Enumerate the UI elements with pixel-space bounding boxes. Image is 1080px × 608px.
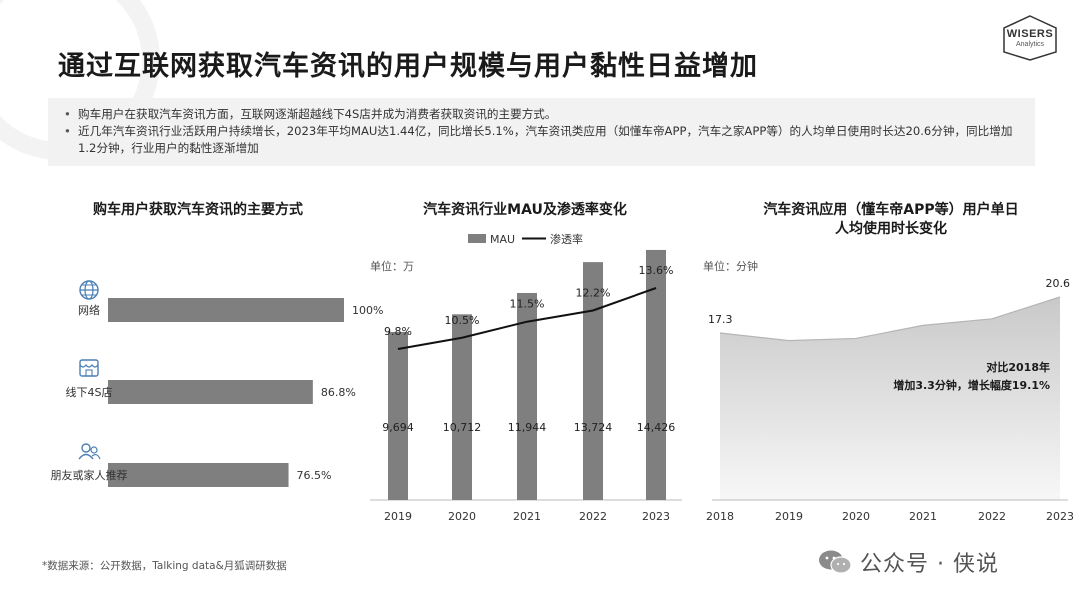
mau-bar [517,292,537,500]
penetration-value-label: 12.2% [576,286,611,299]
bullet-item: 近几年汽车资讯行业活跃用户持续增长，2023年平均MAU达1.44亿，同比增长5… [64,123,1023,157]
right-x-tick-label: 2023 [1046,510,1074,523]
left-chart-title: 购车用户获取汽车资讯的主要方式 [93,202,303,218]
access-bar [108,298,344,322]
right-x-tick-label: 2019 [775,510,803,523]
mid-chart-unit: 单位：万 [370,260,414,273]
legend-penetration-label: 渗透率 [550,232,583,246]
usage-value-label: 17.3 [708,313,733,326]
people-icon [78,443,101,460]
globe-icon [79,280,99,300]
mid-x-tick-label: 2023 [642,510,670,523]
mau-bar [583,262,603,500]
right-chart-title-line1: 汽车资讯应用（懂车帝APP等）用户单日 [763,202,1019,218]
penetration-value-label: 11.5% [510,298,545,311]
page-title: 通过互联网获取汽车资讯的用户规模与用户黏性日益增加 [58,51,758,82]
mid-x-tick-label: 2020 [448,510,476,523]
mid-chart-title: 汽车资讯行业MAU及渗透率变化 [423,202,627,218]
legend-mau-swatch [468,234,486,243]
right-chart-unit: 单位：分钟 [703,260,758,273]
mid-x-tick-label: 2021 [513,510,541,523]
right-x-tick-label: 2020 [842,510,870,523]
access-bar [108,380,313,404]
access-bar-value: 100% [352,304,383,317]
mau-bar [388,331,408,500]
legend-mau-label: MAU [490,233,515,246]
wisers-logo: WISERS Analytics [998,14,1062,61]
mau-bar-value: 10,712 [443,421,482,434]
summary-bullets: 购车用户在获取汽车资讯方面，互联网逐渐超越线下4S店并成为消费者获取资讯的主要方… [48,98,1035,166]
mid-x-tick-label: 2022 [579,510,607,523]
mau-bar [646,249,666,500]
wechat-icon [818,549,852,575]
usage-value-label: 20.6 [1046,277,1071,290]
access-category-label: 网络 [78,303,100,317]
usage-annotation-line1: 对比2018年 [986,360,1050,374]
right-x-tick-label: 2018 [706,510,734,523]
usage-time-area-chart: 2018 2019 2020 2021 2022 2023 17.3 20.6 对比2018年增… [706,277,1074,523]
logo-name: WISERS [1006,28,1054,40]
wechat-watermark: 公众号 · 侠说 [818,546,999,578]
mau-bar-value: 9,694 [382,421,414,434]
right-x-tick-label: 2022 [978,510,1006,523]
logo-subtitle: Analytics [1015,41,1044,48]
watermark-text: 公众号 · 侠说 [860,552,999,577]
mau-bar [452,314,472,500]
mau-bar-value: 13,724 [574,421,613,434]
access-bar [108,463,289,487]
penetration-line [397,287,657,350]
access-bar-value: 76.5% [297,469,332,482]
penetration-value-label: 10.5% [445,314,480,327]
mau-penetration-chart: MAU 渗透率 9,694 2019 10,712 2020 11,944 2021 13,72… [370,232,682,523]
access-category-label: 线下4S店 [66,385,113,399]
access-method-bar-chart: 100% 网络 86.8% 线下4S店 76.5% 朋友或家人推荐 [51,298,383,487]
penetration-value-label: 13.6% [639,264,674,277]
logo-hexagon-icon [1003,15,1057,61]
access-bar-value: 86.8% [321,386,356,399]
store-icon [79,359,99,377]
access-category-label: 朋友或家人推荐 [51,468,128,482]
penetration-value-label: 9.8% [384,325,412,338]
mau-bar-value: 11,944 [508,421,547,434]
bullet-item: 购车用户在获取汽车资讯方面，互联网逐渐超越线下4S店并成为消费者获取资讯的主要方… [64,106,1023,123]
usage-line [719,296,1061,342]
right-x-tick-label: 2021 [909,510,937,523]
usage-annotation-line2: 增加3.3分钟，增长幅度19.1% [893,378,1050,392]
data-source-note: *数据来源：公开数据，Talking data&月狐调研数据 [42,560,287,572]
mau-bar-value: 14,426 [637,421,676,434]
usage-area [720,297,1060,500]
mid-x-tick-label: 2019 [384,510,412,523]
right-chart-title-line2: 人均使用时长变化 [835,221,947,237]
